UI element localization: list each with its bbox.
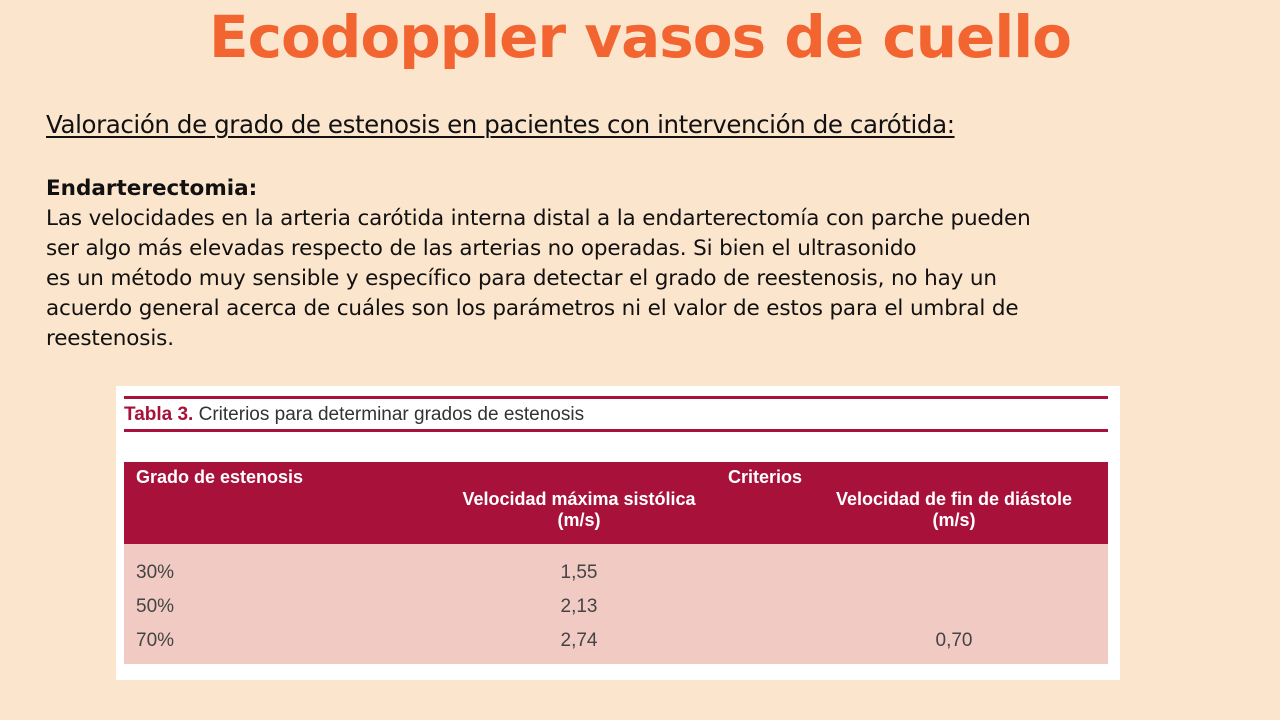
paragraph-line: Las velocidades en la arteria carótida i…	[46, 206, 1031, 231]
header-vmax-label: Velocidad máxima sistólica	[462, 489, 696, 509]
cell-vmax: 2,74	[560, 630, 598, 651]
cell-grado: 70%	[136, 630, 175, 651]
endarterectomy-section: Endarterectomia: Las velocidades en la a…	[46, 174, 1246, 354]
section-heading: Endarterectomia:	[46, 176, 258, 201]
cell-vmax: 1,55	[560, 562, 598, 583]
slide-title: Ecodoppler vasos de cuello	[209, 3, 1072, 71]
paragraph-line: ser algo más elevadas respecto de las ar…	[46, 236, 917, 261]
table-caption-text: Criterios para determinar grados de este…	[198, 404, 585, 425]
cell-vmax: 2,13	[560, 596, 598, 617]
header-vmax-unit: (m/s)	[557, 510, 601, 530]
cell-grado: 30%	[136, 562, 175, 583]
header-grado: Grado de estenosis	[136, 467, 304, 487]
header-vfin: Velocidad de fin de diástole (m/s)	[804, 489, 1104, 531]
paragraph-line: acuerdo general acerca de cuáles son los…	[46, 296, 1019, 321]
table-header: Grado de estenosis Criterios Velocidad m…	[124, 462, 1108, 544]
header-vfin-label: Velocidad de fin de diástole	[835, 489, 1073, 509]
table-caption: Tabla 3. Criterios para determinar grado…	[124, 396, 1108, 432]
table-row: 70% 2,74 0,70	[124, 624, 1108, 658]
table-body: 30% 1,55 50% 2,13 70% 2,74 0,70	[124, 544, 1108, 664]
header-vmax: Velocidad máxima sistólica (m/s)	[404, 489, 754, 531]
cell-vfin: 0,70	[935, 630, 973, 651]
table-row: 30% 1,55	[124, 556, 1108, 590]
header-vfin-unit: (m/s)	[932, 510, 976, 530]
table-caption-label: Tabla 3.	[124, 404, 194, 425]
stenosis-criteria-table: Tabla 3. Criterios para determinar grado…	[116, 386, 1120, 680]
header-criterios: Criterios	[728, 467, 803, 487]
paragraph-line: reestenosis.	[46, 326, 174, 351]
paragraph-line: es un método muy sensible y específico p…	[46, 266, 997, 291]
table-row: 50% 2,13	[124, 590, 1108, 624]
cell-grado: 50%	[136, 596, 175, 617]
slide-subtitle: Valoración de grado de estenosis en paci…	[46, 110, 955, 139]
